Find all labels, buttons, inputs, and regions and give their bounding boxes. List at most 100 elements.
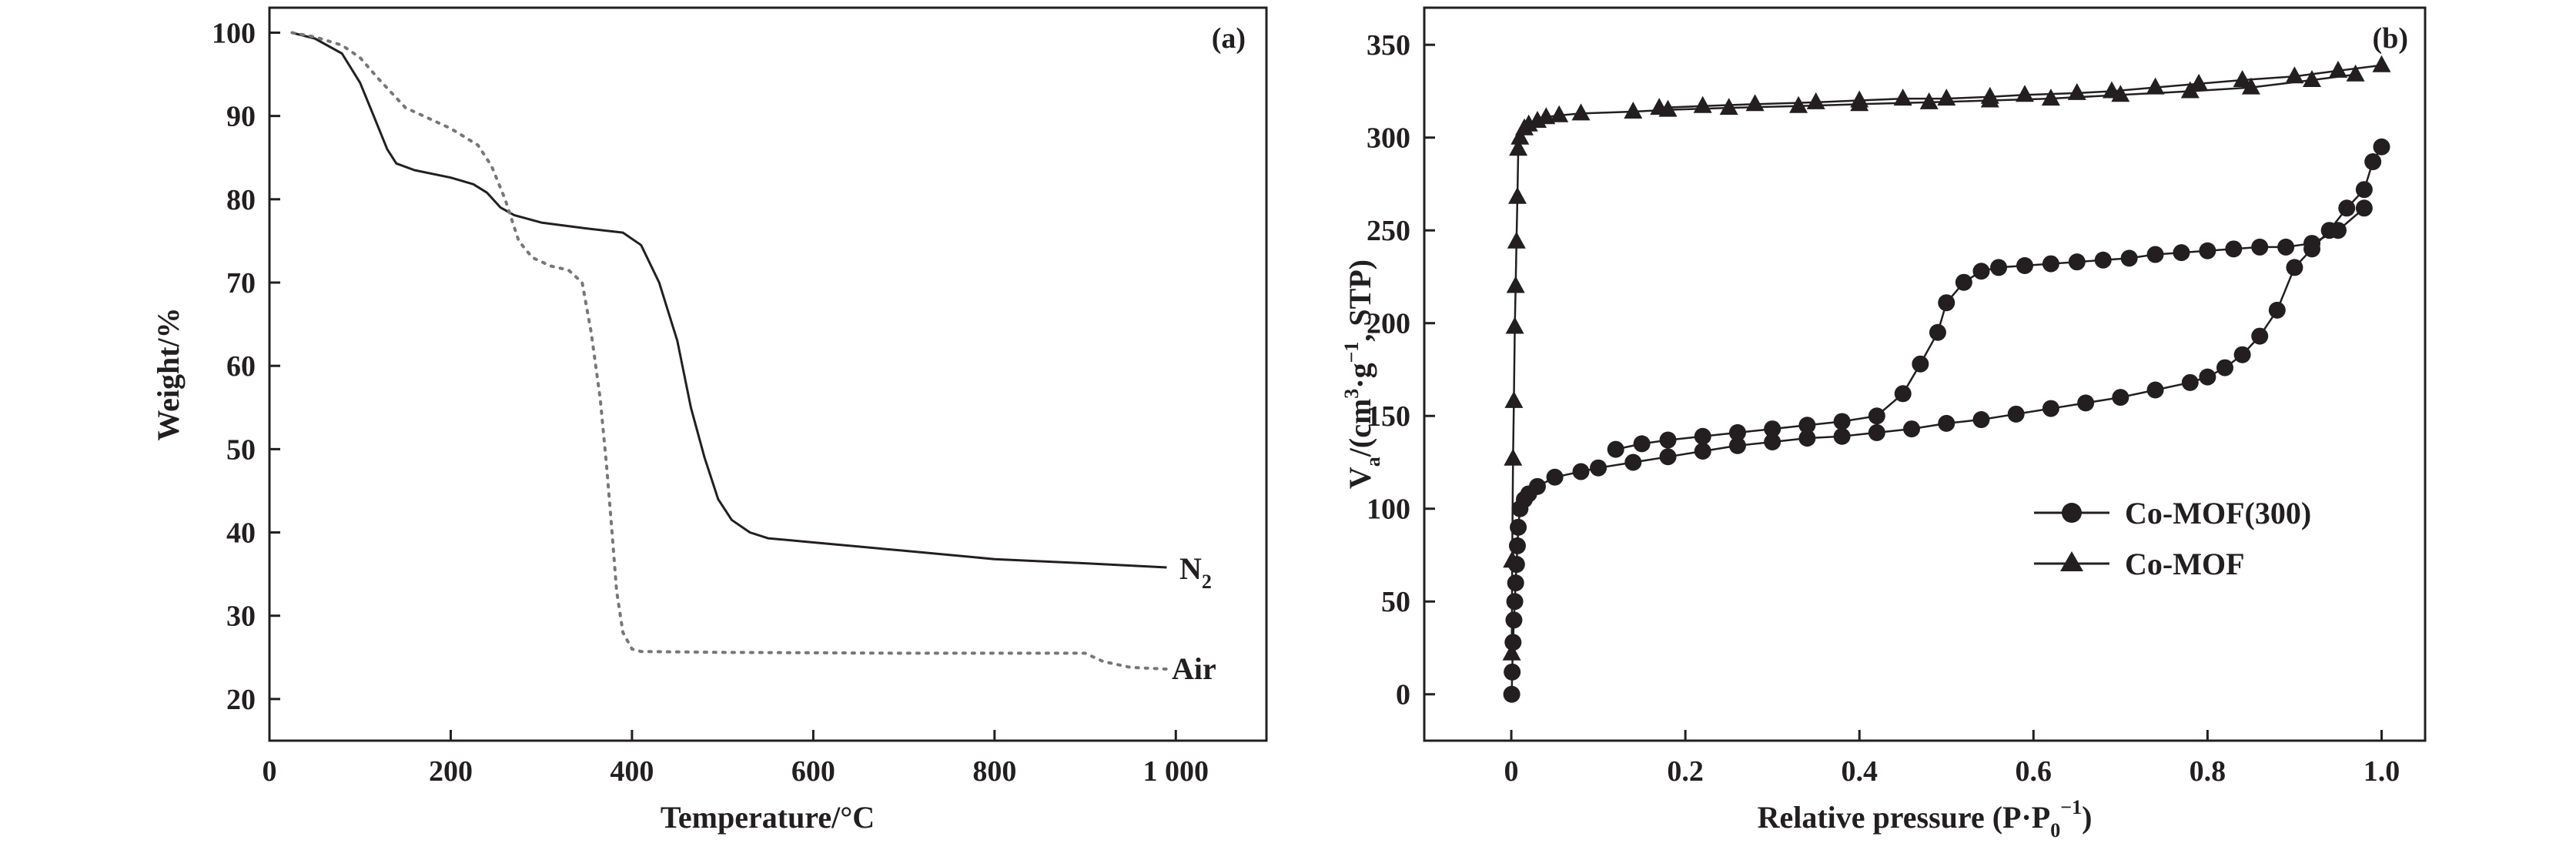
data-point-co-mof-300	[1955, 273, 1972, 291]
panel-b: 0 0.2 0.4 0.6 0.8 1.0 0 50 100 150 200 250 300 350 (b…	[1340, 6, 2427, 842]
panel-b-x-axis-label: Relative pressure (P·P0−1)	[1758, 796, 2093, 842]
data-point-co-mof-300	[2007, 405, 2025, 423]
data-point-co-mof-300	[2146, 246, 2164, 263]
data-point-co-mof	[2241, 77, 2260, 95]
y-tick-label: 50	[1381, 586, 1410, 618]
data-point-co-mof-300	[2216, 359, 2233, 376]
legend-label-co-mof: Co-MOF	[2125, 547, 2245, 581]
data-point-co-mof	[2233, 70, 2252, 87]
data-point-co-mof-300	[1868, 423, 1885, 441]
panel-b-series	[1502, 55, 2391, 703]
data-point-co-mof-300	[2068, 253, 2086, 271]
data-point-co-mof-300	[2077, 394, 2095, 412]
legend-marker-circle	[2062, 503, 2082, 523]
data-point-co-mof-300	[1505, 611, 1523, 629]
data-point-co-mof-300	[2233, 346, 2251, 363]
y-tick-label: 90	[226, 101, 256, 133]
data-point-co-mof-300	[2251, 327, 2269, 345]
x-tick-label: 1 000	[1143, 755, 1209, 788]
data-point-co-mof-300	[1938, 414, 1955, 432]
y-tick-label: 150	[1367, 400, 1410, 433]
data-point-co-mof-300	[2355, 199, 2373, 217]
panel-b-ticks: 0 0.2 0.4 0.6 0.8 1.0 0 50 100 150 200 250 300 350	[1367, 29, 2400, 788]
data-point-co-mof-300	[1528, 477, 1546, 495]
data-point-co-mof-300	[1972, 263, 1990, 280]
x-tick-label: 0.2	[1667, 755, 1704, 788]
data-point-co-mof	[1624, 102, 1643, 119]
legend-item-co-mof-300: Co-MOF(300)	[2034, 496, 2311, 530]
y-tick-label: 40	[226, 517, 256, 550]
data-point-co-mof-300	[1764, 420, 1781, 438]
y-tick-label: 20	[226, 684, 256, 716]
y-tick-label: 0	[1396, 679, 1410, 711]
data-point-co-mof	[1789, 95, 1808, 113]
data-point-co-mof-300	[1572, 463, 1590, 480]
data-point-co-mof	[1937, 89, 1956, 106]
y-tick-label: 100	[212, 17, 256, 49]
data-point-co-mof	[1503, 550, 1522, 568]
panel-a-tag: (a)	[1212, 22, 1246, 55]
data-point-co-mof-300	[1798, 430, 1816, 447]
data-point-co-mof-300	[2373, 138, 2390, 156]
data-point-co-mof	[1550, 105, 1569, 122]
x-tick-label: 800	[972, 755, 1016, 788]
data-point-co-mof-300	[2094, 251, 2112, 269]
y-tick-label: 250	[1367, 215, 1410, 247]
data-point-co-mof	[2329, 60, 2347, 78]
data-point-co-mof-300	[1504, 634, 1522, 651]
data-point-co-mof	[1650, 98, 1669, 115]
panel-a-ticks: 0 200 400 600 800 1 000 20 30 40 50 60 70 80 90 100	[212, 17, 1209, 788]
y-tick-label: 30	[226, 601, 256, 633]
series-label-n2: N2	[1179, 551, 1212, 593]
legend: Co-MOF(300) Co-MOF	[2034, 496, 2311, 581]
data-point-co-mof-300	[1972, 411, 1990, 429]
panel-b-tag: (b)	[2373, 22, 2408, 55]
data-point-co-mof-300	[1990, 259, 2008, 276]
x-tick-label: 0.8	[2190, 755, 2226, 788]
panel-b-frame	[1423, 6, 2427, 742]
x-tick-label: 400	[610, 755, 654, 788]
data-point-co-mof-300	[1903, 420, 1921, 438]
data-point-co-mof	[1507, 231, 1526, 249]
data-point-co-mof-300	[1912, 355, 1929, 373]
panel-a-frame	[268, 6, 1268, 742]
data-point-co-mof	[1693, 95, 1712, 113]
series-line-n2	[292, 32, 1167, 569]
data-point-co-mof-300	[1833, 427, 1851, 445]
legend-label-co-mof-300: Co-MOF(300)	[2125, 496, 2311, 530]
series-line-air	[290, 31, 1169, 671]
data-point-co-mof-300	[1507, 574, 1524, 592]
panel-a-series	[290, 31, 1169, 671]
data-point-co-mof	[2180, 81, 2200, 99]
legend-item-co-mof: Co-MOF	[2034, 547, 2245, 581]
x-tick-label: 0.4	[1841, 755, 1878, 788]
data-point-co-mof-300	[1833, 413, 1851, 430]
data-point-co-mof-300	[1510, 518, 1527, 536]
data-point-co-mof-300	[2042, 255, 2059, 273]
data-point-co-mof-300	[2251, 238, 2269, 256]
y-tick-label: 300	[1367, 122, 1410, 155]
data-point-co-mof-300	[1659, 431, 1677, 449]
data-point-co-mof-300	[2329, 222, 2347, 239]
data-point-co-mof	[2190, 73, 2209, 91]
data-point-co-mof	[2372, 55, 2391, 72]
panel-b-y-axis-label: Va/(cm3·g−1, STP)	[1340, 259, 1384, 489]
data-point-co-mof-300	[2112, 389, 2129, 407]
data-point-co-mof-300	[1868, 407, 1885, 425]
data-point-co-mof-300	[1764, 433, 1781, 450]
data-point-co-mof-300	[2268, 301, 2286, 319]
x-tick-label: 600	[791, 755, 835, 788]
data-point-co-mof	[2016, 85, 2034, 102]
y-tick-label: 50	[226, 433, 256, 466]
data-point-co-mof	[1504, 390, 1524, 408]
data-point-co-mof-300	[1938, 294, 1955, 312]
data-point-co-mof-300	[1504, 663, 1521, 681]
data-point-co-mof-300	[2303, 235, 2321, 253]
y-tick-label: 60	[226, 350, 256, 383]
data-point-co-mof	[1502, 643, 1521, 661]
data-point-co-mof-300	[1694, 443, 1711, 460]
data-point-co-mof	[2303, 70, 2321, 87]
data-point-co-mof-300	[1728, 437, 1746, 454]
x-tick-label: 0	[1504, 755, 1519, 788]
